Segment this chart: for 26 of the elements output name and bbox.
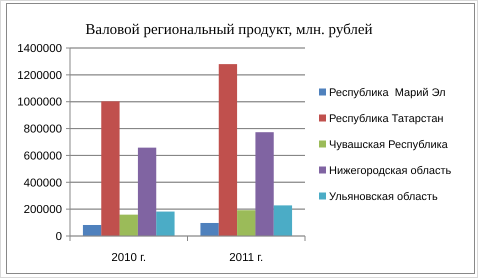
y-tick-label: 400000	[24, 177, 62, 190]
y-tick-label: 1000000	[17, 96, 62, 109]
legend-label: Республика Марий Эл	[329, 86, 446, 99]
bar	[200, 222, 219, 236]
y-tick-label: 600000	[24, 150, 62, 162]
bar	[274, 205, 292, 236]
y-tick-label: 200000	[24, 204, 62, 216]
y-tick-label: 1400000	[17, 43, 62, 56]
y-tick-label: 0	[56, 231, 62, 244]
chart-title: Валовой региональный продукт, млн. рублей	[85, 22, 373, 38]
legend-label: Нижегородская область	[329, 164, 452, 177]
legend-label: Ульяновская область	[329, 190, 438, 203]
x-tick-label: 2011 г.	[229, 252, 264, 264]
legend-label: Чувашская Республика	[329, 138, 449, 151]
bar	[82, 224, 102, 236]
bar	[218, 64, 238, 236]
bar	[237, 210, 256, 236]
y-tick-label: 1200000	[17, 70, 62, 82]
y-tick-label: 800000	[24, 124, 62, 136]
bar	[156, 212, 175, 236]
x-tick-label: 2010 г.	[111, 252, 146, 264]
bar	[255, 132, 274, 236]
bar	[138, 148, 156, 236]
legend-label: Республика Татарстан	[329, 112, 444, 125]
bar	[120, 214, 138, 236]
bar	[101, 101, 120, 236]
